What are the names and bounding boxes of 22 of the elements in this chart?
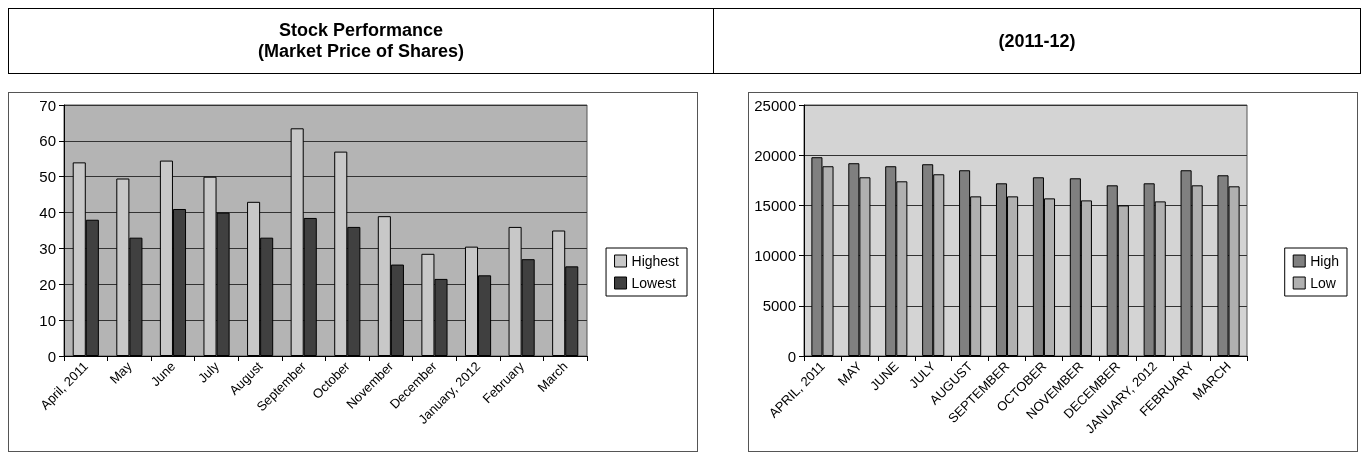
x-tick-label: July [194, 358, 223, 386]
x-tick-label: May [106, 358, 136, 387]
y-tick-label: 25000 [754, 96, 796, 114]
y-tick-label: 10 [39, 311, 56, 329]
chart-title: Stock Performance (Market Price of Shares) [256, 19, 466, 63]
legend-label: Low [1310, 275, 1337, 291]
y-tick-label: 60 [39, 132, 56, 150]
legend-label: Lowest [631, 275, 676, 291]
y-tick-label: 20000 [754, 146, 796, 164]
chart-title: (2011-12) [713, 9, 1360, 73]
y-tick-label: 0 [47, 347, 56, 365]
y-tick-label: 0 [787, 347, 796, 365]
y-tick-label: 10000 [754, 247, 796, 265]
y-tick-label: 50 [39, 168, 56, 186]
y-tick-label: 20 [39, 275, 56, 293]
y-tick-label: 5000 [762, 297, 796, 315]
y-tick-label: 30 [39, 239, 56, 257]
y-tick-label: 40 [39, 204, 56, 222]
y-tick-label: 70 [39, 96, 56, 114]
y-tick-label: 15000 [754, 196, 796, 214]
legend-label: Highest [631, 253, 680, 269]
legend-label: High [1310, 253, 1339, 269]
